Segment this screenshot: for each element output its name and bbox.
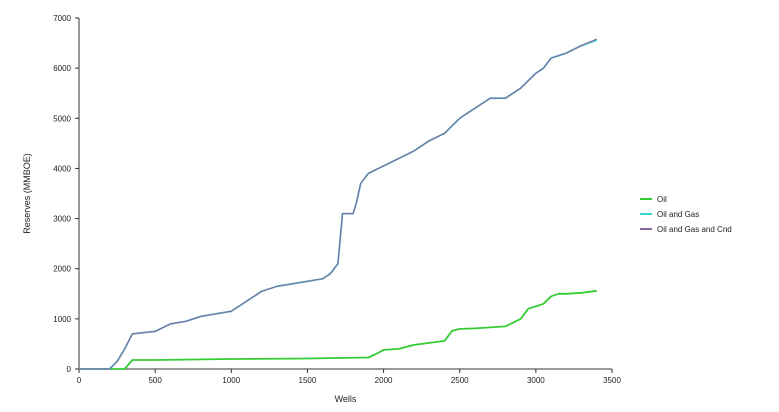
x-axis-title: Wells — [335, 394, 357, 404]
series-line-1 — [79, 289, 597, 370]
x-tick-label: 2000 — [375, 376, 393, 385]
y-tick-label: 1000 — [53, 315, 71, 324]
x-tick-label: 3500 — [603, 376, 621, 385]
series-line-3 — [79, 38, 598, 370]
y-tick-label: 0 — [67, 365, 72, 374]
legend-label: Oil and Gas and Cnd — [657, 225, 732, 234]
x-tick-label: 2500 — [451, 376, 469, 385]
x-tick-label: 1500 — [299, 376, 317, 385]
legend-label: Oil — [657, 195, 667, 204]
x-tick-label: 1000 — [222, 376, 240, 385]
y-axis-title: Reserves (MMBOE) — [22, 153, 32, 234]
y-tick-label: 5000 — [53, 114, 71, 123]
legend: Oil Oil and Gas Oil and Gas and Cnd — [640, 195, 732, 234]
y-tick-label: 4000 — [53, 164, 71, 173]
y-tick-label: 2000 — [53, 265, 71, 274]
y-tick-label: 6000 — [53, 64, 71, 73]
y-tick-label: 3000 — [53, 215, 71, 224]
x-tick-label: 3000 — [527, 376, 545, 385]
legend-label: Oil and Gas — [657, 210, 699, 219]
x-tick-label: 500 — [148, 376, 162, 385]
series-layer — [79, 38, 598, 370]
x-tick-label: 0 — [77, 376, 82, 385]
axes: 0 500 1000 1500 2000 2500 3000 3500 0 1000 2000 300… — [53, 14, 621, 385]
y-tick-label: 7000 — [53, 14, 71, 23]
